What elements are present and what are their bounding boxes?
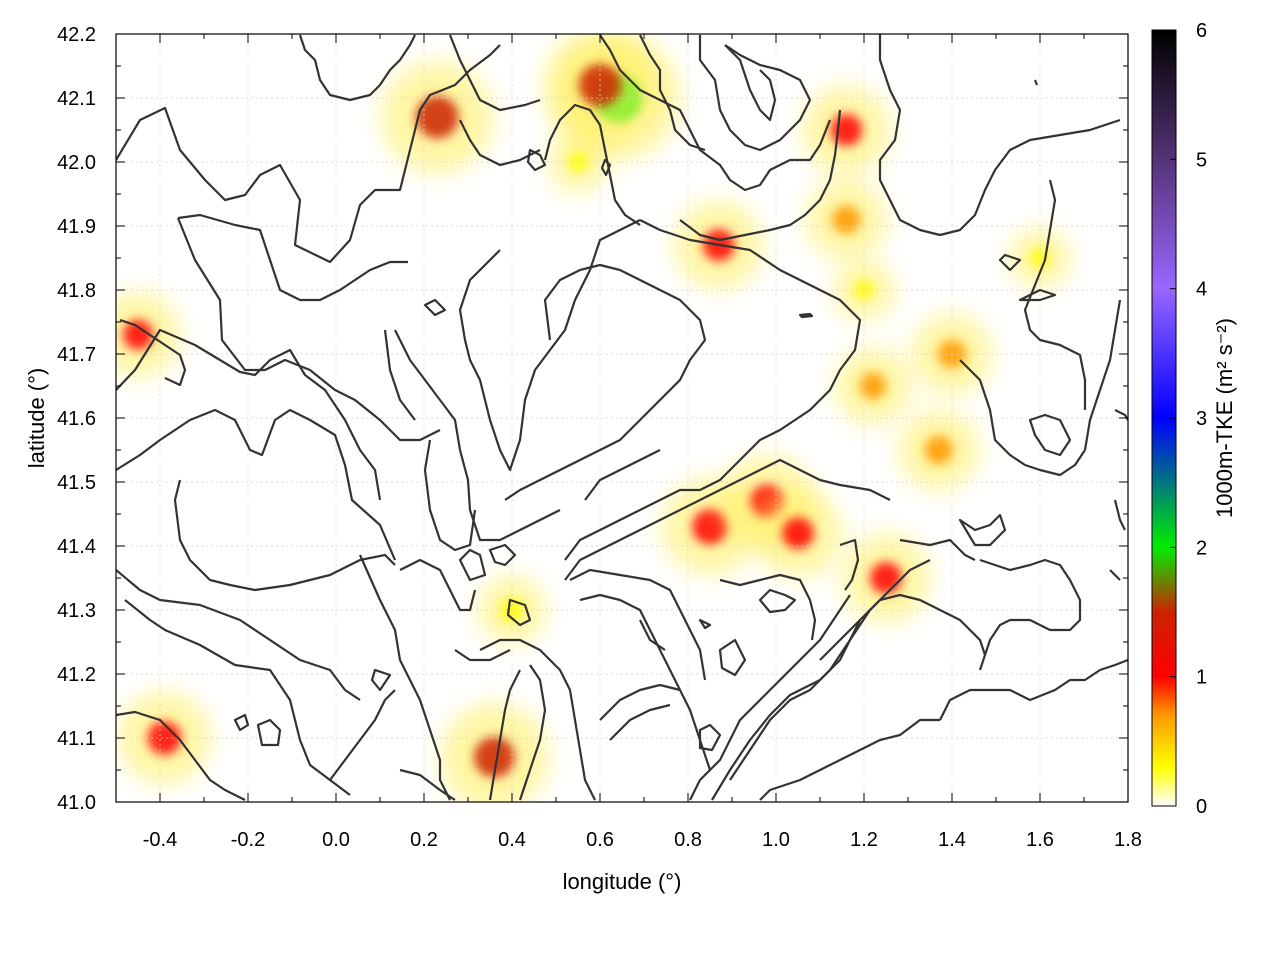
y-axis-label: latitude (°) <box>24 368 49 469</box>
grid <box>116 34 1128 802</box>
x-tick-label: -0.2 <box>231 829 265 851</box>
x-axis-label: longitude (°) <box>563 869 682 894</box>
x-tick-label: 0.0 <box>322 829 350 851</box>
x-tick-label: 1.0 <box>762 829 790 851</box>
y-tick-label: 41.5 <box>57 472 96 494</box>
y-tick-label: 42.0 <box>57 152 96 174</box>
x-tick-label: 0.4 <box>498 829 526 851</box>
y-axis: 41.0 41.1 41.2 41.3 41.4 41.5 41.6 41.7 41.8 41.9… <box>57 24 1128 814</box>
tke-hotspot <box>474 736 515 778</box>
terrain-contours <box>116 34 1128 801</box>
x-tick-label: 0.2 <box>410 829 438 851</box>
colorbar-tick-label: 2 <box>1196 537 1207 559</box>
x-tick-label: 1.4 <box>938 829 966 851</box>
tke-hotspot <box>147 721 182 755</box>
y-tick-label: 42.1 <box>57 88 96 110</box>
y-tick-label: 42.2 <box>57 24 96 46</box>
tke-hotspot <box>832 205 861 234</box>
colorbar-axis: 0 1 2 3 4 5 6 <box>1170 20 1207 818</box>
x-axis: -0.4 -0.2 0.0 0.2 0.4 0.6 0.8 1.0 1.2 1.4 1.6 1.8 <box>115 34 1142 851</box>
y-tick-label: 41.2 <box>57 664 96 686</box>
y-tick-label: 41.4 <box>57 536 96 558</box>
tke-hotspot <box>870 562 902 594</box>
y-tick-label: 41.9 <box>57 216 96 238</box>
tke-hotspot <box>123 319 153 350</box>
y-tick-label: 41.7 <box>57 344 96 366</box>
x-tick-label: 1.8 <box>1114 829 1142 851</box>
y-tick-label: 41.6 <box>57 408 96 430</box>
y-tick-label: 41.1 <box>57 728 96 750</box>
tke-hotspot <box>830 114 863 146</box>
tke-hotspot <box>692 509 728 545</box>
y-tick-label: 41.3 <box>57 600 96 622</box>
tke-hotspot <box>415 95 459 139</box>
tke-hotspot <box>924 435 953 465</box>
y-tick-label: 41.0 <box>57 792 96 814</box>
colorbar-tick-label: 3 <box>1196 408 1207 430</box>
colorbar-tick-label: 1 <box>1196 667 1207 689</box>
x-tick-label: 0.6 <box>586 829 614 851</box>
y-tick-label: 41.8 <box>57 280 96 302</box>
x-tick-label: 1.6 <box>1026 829 1054 851</box>
tke-hotspot <box>859 372 886 400</box>
tke-hotspot <box>782 517 814 550</box>
colorbar-tick-label: 5 <box>1196 149 1207 171</box>
colorbar-tick-label: 4 <box>1196 279 1207 301</box>
colorbar-tick-label: 6 <box>1196 20 1207 42</box>
x-tick-label: -0.4 <box>143 829 177 851</box>
x-tick-label: 1.2 <box>850 829 878 851</box>
colorbar-tick-label: 0 <box>1196 796 1207 818</box>
x-tick-label: 0.8 <box>674 829 702 851</box>
colorbar-label: 1000m-TKE (m² s⁻²) <box>1212 318 1237 518</box>
